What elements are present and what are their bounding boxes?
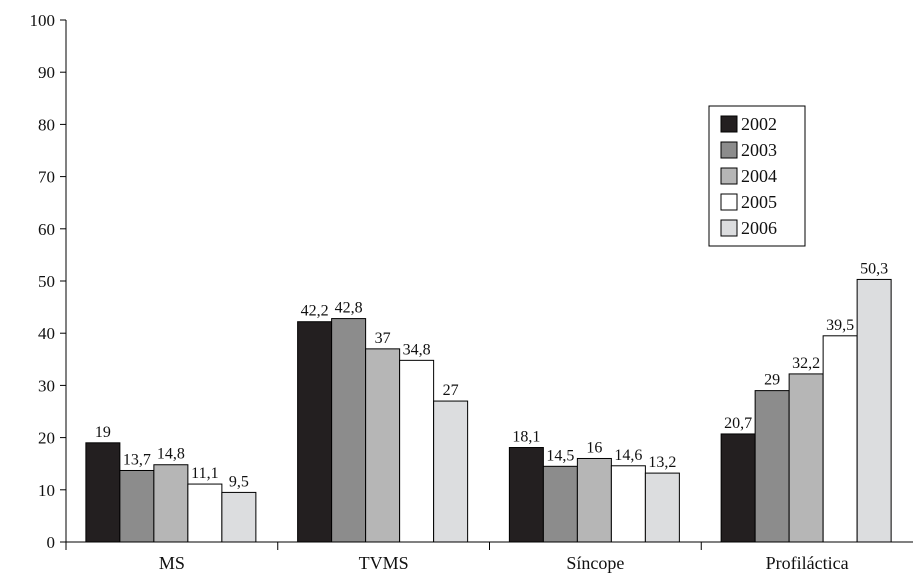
legend-label: 2006 [741,218,777,238]
bar-value-label: 9,5 [229,473,249,490]
bar [85,442,121,543]
bar-value-label: 42,8 [335,300,363,317]
bar [856,278,892,543]
bar [297,321,333,543]
bar [542,465,578,543]
bar-value-label: 13,2 [648,454,676,471]
bar [788,373,824,543]
bar [433,400,469,543]
bar-value-label: 34,8 [403,341,431,358]
legend: 2002 2003 2004 2005 2006 [708,105,806,247]
legend-swatch [720,193,738,211]
bar-value-label: 14,6 [614,447,642,464]
legend-swatch [720,141,738,159]
bar [508,447,544,543]
y-tick-label: 40 [38,324,55,343]
bar-value-label: 11,1 [191,465,218,482]
bar [119,469,155,543]
bar-value-label: 27 [443,382,459,399]
bar-value-label: 50,3 [860,260,888,277]
x-category-label: Síncope [566,553,624,573]
bar-value-label: 32,2 [792,355,820,372]
bar [187,483,223,543]
legend-swatch [720,167,738,185]
bar-value-label: 42,2 [301,303,329,320]
bar-value-label: 20,7 [724,415,752,432]
legend-swatch [720,219,738,237]
bar [720,433,756,543]
bar [644,472,680,543]
y-tick-label: 50 [38,272,55,291]
y-tick-label: 30 [38,376,55,395]
y-tick-label: 20 [38,429,55,448]
legend-label: 2005 [741,192,777,212]
bar [822,335,858,543]
legend-label: 2004 [741,166,777,186]
bar-value-label: 16 [586,439,602,456]
bar-value-label: 14,8 [157,446,185,463]
y-tick-label: 80 [38,115,55,134]
y-tick-label: 70 [38,168,55,187]
y-axis: 0 10 20 30 40 50 60 70 80 90 100 [30,11,67,552]
bar [365,348,401,543]
legend-swatch [720,115,738,133]
bar [576,457,612,543]
bar [331,318,367,543]
legend-label: 2003 [741,140,777,160]
y-tick-label: 60 [38,220,55,239]
bar [221,491,257,543]
x-axis: MS TVMS Síncope Profiláctica [65,541,913,573]
x-category-label: MS [159,553,185,573]
y-tick-label: 10 [38,481,55,500]
bar-value-label: 18,1 [512,429,540,446]
bar-value-label: 37 [375,330,391,347]
bar [153,464,189,543]
x-category-label: TVMS [359,553,409,573]
bar-value-label: 19 [95,424,111,441]
bar-value-label: 39,5 [826,317,854,334]
bar [610,465,646,543]
bar-value-label: 14,5 [546,447,574,464]
bar-value-label: 13,7 [123,451,151,468]
y-tick-label: 90 [38,63,55,82]
bar [754,390,790,543]
bars: 19 13,7 14,8 11,1 9,5 42,2 42,8 37 34,8 27 18,1 14,… [85,260,892,543]
bar [399,359,435,543]
legend-label: 2002 [741,114,777,134]
x-category-label: Profiláctica [766,553,849,573]
y-tick-label: 100 [30,11,56,30]
bar-value-label: 29 [764,372,780,389]
y-tick-label: 0 [47,533,56,552]
